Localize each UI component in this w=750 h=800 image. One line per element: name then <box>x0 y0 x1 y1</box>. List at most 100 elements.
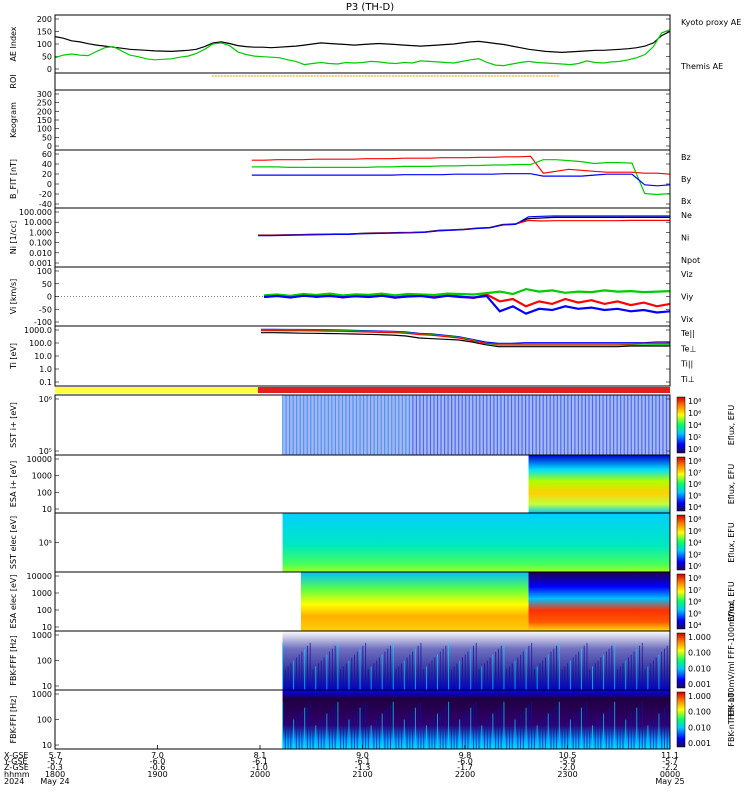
colorbar-tick-fbk_ffi: 0.010 <box>688 723 711 732</box>
xtick-z_gse: -2.2 <box>662 763 678 772</box>
ytick-density: 1.000 <box>29 228 52 237</box>
ytick-fbk_ffi: 10 <box>42 741 52 750</box>
colorbar-tick-esa_elec: 10⁵ <box>688 609 701 618</box>
colorbar-tick-sst_ion: 10⁴ <box>688 421 701 430</box>
xtick-date: May 24 <box>40 777 69 786</box>
series-line-Bx <box>251 173 671 187</box>
series-line-Ne <box>258 219 670 236</box>
colorbar-tick-fbk_ffi: 0.100 <box>688 708 711 717</box>
ylabel-roi: ROI <box>9 74 18 88</box>
series-line-Ni <box>258 216 670 236</box>
xaxis-row-label: 2024 <box>4 777 24 786</box>
colorbar-tick-fbk_fff: 0.100 <box>688 649 711 658</box>
colorbar-tick-fbk_fff: 1.000 <box>688 633 711 642</box>
ytick-ae: 0 <box>47 65 52 74</box>
ylabel-fbk_fff: FBK-FFF [Hz] <box>9 635 18 685</box>
legend-Ti||: Ti|| <box>680 360 693 369</box>
spectrogram-esa-ion-late <box>528 455 670 513</box>
ytick-velocity: -100 <box>34 318 52 327</box>
xtick-hhmm: 0000 <box>660 770 680 779</box>
series-line-Viy <box>264 287 671 297</box>
colorbar-tick-fbk_ffi: 1.000 <box>688 692 711 701</box>
legend-Npot: Npot <box>681 256 700 265</box>
ylabel-esa_elec: ESA elec [eV] <box>9 575 18 629</box>
legend-Bz: Bz <box>681 153 691 162</box>
ytick-esa_ion: 1000 <box>32 472 52 481</box>
panel-fbk_fff: FBK-FFF [Hz] 1000 100 10 1.000 0.100 0.010 0.00… <box>9 601 736 720</box>
ytick-fbk_fff: 10 <box>42 682 52 691</box>
panel-roi: ROI <box>9 72 671 91</box>
colorbar-tick-esa_ion: 10⁷ <box>688 469 701 478</box>
colorbar-tick-esa_elec: 10⁴ <box>688 621 701 630</box>
mode-bar-red <box>257 387 670 393</box>
ylabel-velocity: Vi [km/s] <box>9 279 18 315</box>
legend-By: By <box>681 175 691 184</box>
xaxis-row-label: X-GSE <box>4 751 29 760</box>
colorbar-fbk_ffi <box>676 691 686 748</box>
ytick-sst_elec: 10⁵ <box>39 539 52 548</box>
xtick-z_gse: -1.7 <box>457 763 473 772</box>
ylabel-sst_ion: SST i+ [eV] <box>9 402 18 448</box>
panel-velocity: Vi [km/s] 100 50 0 -50 -100 Viz Viy Vix <box>9 266 694 327</box>
xtick-date: May 25 <box>655 777 684 786</box>
colorbar-tick-esa_ion: 10⁴ <box>688 503 701 512</box>
ytick-keogram: 150 <box>37 116 52 125</box>
ytick-bfield: -40 <box>39 200 52 209</box>
legend-Themis AE: Themis AE <box>680 62 723 71</box>
ytick-bfield: 20 <box>42 170 52 179</box>
ytick-velocity: 0 <box>47 293 52 302</box>
xaxis-row-label: hhmm <box>4 770 30 779</box>
colorbar-tick-esa_ion: 10⁵ <box>688 492 701 501</box>
ytick-density: 0.001 <box>29 259 52 268</box>
colorbar-tick-fbk_fff: 0.010 <box>688 664 711 673</box>
ylabel-esa_ion: ESA i+ [eV] <box>9 461 18 507</box>
xtick-x_gse: 11.1 <box>661 751 679 760</box>
ytick-velocity: 100 <box>37 267 52 276</box>
ytick-ae: 200 <box>37 15 52 24</box>
ytick-ae: 150 <box>37 28 52 37</box>
ytick-keogram: 50 <box>42 133 52 142</box>
xtick-x_gse: 9.0 <box>356 751 369 760</box>
colorbar-label-esa_ion: Eflux, EFU <box>727 464 736 505</box>
xtick-y_gse: -5.7 <box>662 757 678 766</box>
ytick-esa_elec: 100 <box>37 606 52 615</box>
colorbar-tick-esa_elec: 10⁸ <box>688 574 701 583</box>
ytick-fbk_ffi: 1000 <box>32 690 52 699</box>
ytick-ae: 50 <box>42 53 52 62</box>
xtick-hhmm: 1900 <box>147 770 167 779</box>
ytick-bfield: 40 <box>42 160 52 169</box>
ytick-keogram: 250 <box>37 99 52 108</box>
legend-Ti⊥: Ti⊥ <box>680 375 695 384</box>
xtick-x_gse: 5.7 <box>49 751 62 760</box>
ytick-density: 100.000 <box>19 208 52 217</box>
spectrogram-esa-elec-late <box>528 572 670 631</box>
xtick-z_gse: -1.0 <box>252 763 268 772</box>
panel-ae: AE Index 200 150 100 50 0 Kyoto proxy AE Themis… <box>9 14 741 74</box>
panel-sst_elec: SST elec [eV] 10⁵ 10⁸ 10⁶ 10⁴ 10² 10⁰ Eflux, EF… <box>9 512 736 573</box>
ytick-keogram: 100 <box>37 125 52 134</box>
ylabel-sst_elec: SST elec [eV] <box>9 516 18 569</box>
colorbar-tick-sst_elec: 10⁸ <box>688 515 701 524</box>
panel-temperature: Ti [eV] 1000.0 100.0 10.0 1.0 0.1 Te|| Te⊥ Ti|| T… <box>9 325 696 387</box>
xaxis-row-label: Y-GSE <box>3 757 27 766</box>
ytick-temperature: 10.0 <box>34 352 52 361</box>
colorbar-tick-sst_ion: 10⁸ <box>688 397 701 406</box>
ytick-keogram: 300 <box>37 90 52 99</box>
series-line-Bz <box>251 155 671 175</box>
ylabel-keogram: Keogram <box>9 102 18 138</box>
colorbar-tick-sst_elec: 10² <box>688 550 701 559</box>
ytick-density: 10.000 <box>24 218 52 227</box>
xtick-x_gse: 8.1 <box>254 751 267 760</box>
xtick-z_gse: -0.3 <box>47 763 63 772</box>
ytick-density: 0.010 <box>29 249 52 258</box>
xtick-z_gse: -1.3 <box>355 763 371 772</box>
ytick-esa_ion: 100 <box>37 488 52 497</box>
xtick-hhmm: 1800 <box>45 770 65 779</box>
ytick-fbk_fff: 1000 <box>32 631 52 640</box>
ytick-temperature: 1000.0 <box>24 326 52 335</box>
ytick-fbk_ffi: 100 <box>37 716 52 725</box>
